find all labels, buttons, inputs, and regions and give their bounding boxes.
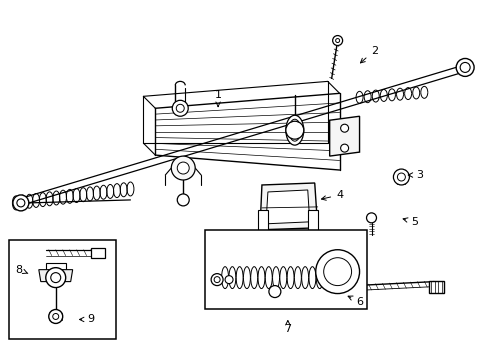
Circle shape	[211, 274, 223, 285]
Circle shape	[176, 104, 184, 112]
Text: 1: 1	[214, 90, 221, 107]
Text: 8: 8	[15, 265, 28, 275]
Polygon shape	[46, 263, 65, 270]
Circle shape	[268, 285, 280, 298]
Text: 2: 2	[360, 45, 377, 63]
Polygon shape	[258, 210, 267, 230]
Bar	[90, 248, 104, 258]
Text: 4: 4	[321, 190, 343, 200]
Polygon shape	[307, 210, 317, 230]
Circle shape	[17, 199, 25, 207]
Circle shape	[455, 58, 473, 76]
Circle shape	[315, 250, 359, 293]
Circle shape	[172, 100, 188, 116]
Circle shape	[49, 310, 62, 323]
Circle shape	[171, 156, 195, 180]
Text: 6: 6	[347, 296, 362, 306]
Circle shape	[459, 62, 469, 72]
Circle shape	[323, 258, 351, 285]
Polygon shape	[39, 270, 73, 282]
Bar	[9, 240, 116, 339]
Circle shape	[366, 213, 376, 223]
Circle shape	[335, 39, 339, 42]
Bar	[205, 230, 366, 310]
Polygon shape	[260, 183, 317, 230]
Bar	[428, 280, 443, 293]
Polygon shape	[329, 116, 359, 156]
Circle shape	[51, 273, 61, 283]
Circle shape	[214, 276, 220, 283]
Circle shape	[13, 195, 29, 211]
Circle shape	[393, 169, 408, 185]
Circle shape	[340, 124, 348, 132]
Polygon shape	[265, 190, 309, 224]
Text: 3: 3	[407, 170, 422, 180]
Circle shape	[340, 144, 348, 152]
Ellipse shape	[285, 115, 303, 145]
Text: 7: 7	[284, 320, 291, 334]
Circle shape	[53, 314, 59, 319]
Circle shape	[224, 276, 233, 284]
Circle shape	[397, 173, 405, 181]
Text: 5: 5	[402, 217, 417, 227]
Ellipse shape	[288, 119, 300, 141]
Circle shape	[46, 268, 65, 288]
Circle shape	[177, 194, 189, 206]
Circle shape	[177, 162, 189, 174]
Circle shape	[332, 36, 342, 45]
Circle shape	[285, 121, 303, 139]
Text: 9: 9	[80, 314, 94, 324]
